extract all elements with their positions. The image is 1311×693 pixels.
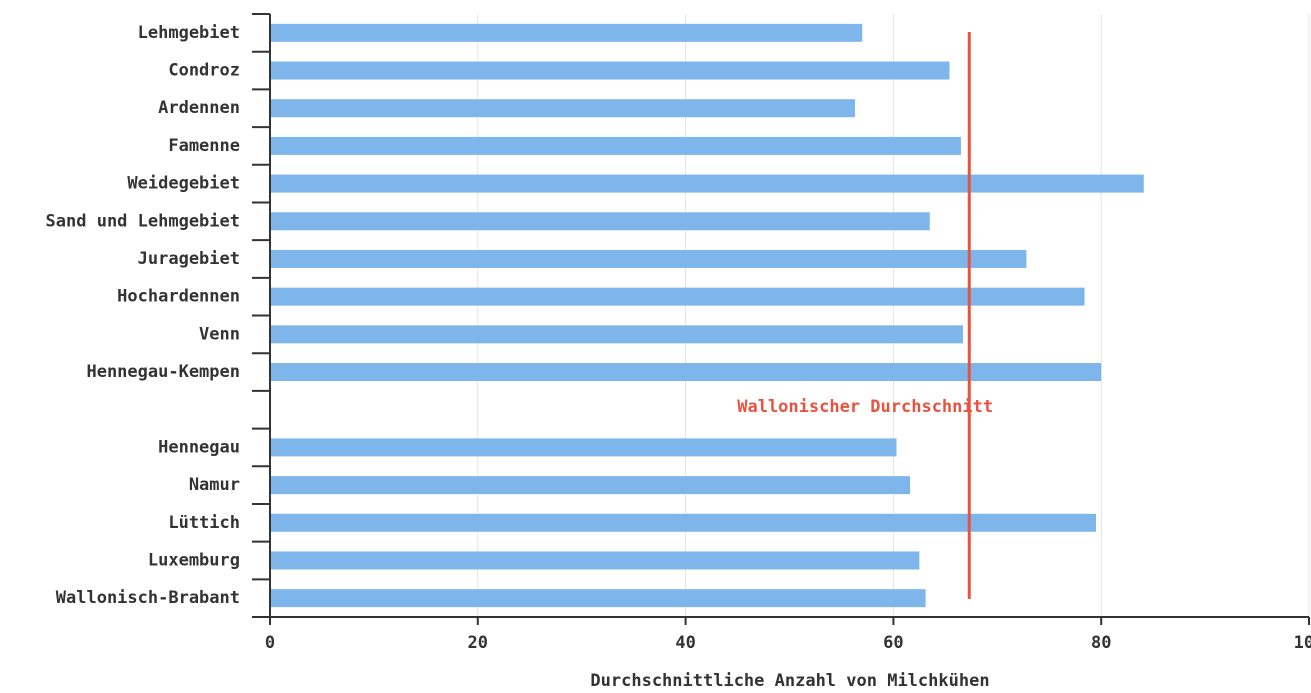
y-tick-label: Hennegau xyxy=(158,437,240,457)
bar xyxy=(270,513,1097,532)
bar xyxy=(270,61,950,80)
y-tick-label: Weidegebiet xyxy=(127,174,240,194)
reference-label: Wallonischer Durchschnitt xyxy=(737,397,993,417)
bar xyxy=(270,325,964,344)
x-tick-label: 60 xyxy=(883,633,903,653)
y-tick-label: Hochardennen xyxy=(117,287,240,307)
y-tick-label: Luxemburg xyxy=(148,550,240,570)
bar xyxy=(270,136,961,155)
y-tick-label: Famenne xyxy=(168,136,240,156)
bar xyxy=(270,212,930,231)
x-tick-label: 100 xyxy=(1294,633,1311,653)
bar xyxy=(270,287,1085,306)
x-tick-label: 80 xyxy=(1091,633,1111,653)
bar xyxy=(270,476,911,495)
y-tick-label: Ardennen xyxy=(158,98,240,118)
bar xyxy=(270,551,920,570)
y-tick-label: Condroz xyxy=(168,61,240,81)
x-tick-label: 40 xyxy=(675,633,695,653)
x-tick-label: 0 xyxy=(265,633,275,653)
bar xyxy=(270,589,926,608)
bar xyxy=(270,174,1144,193)
y-tick-label: Hennegau-Kempen xyxy=(86,362,240,382)
bar xyxy=(270,249,1027,268)
y-tick-label: Juragebiet xyxy=(138,249,240,269)
y-tick-label: Namur xyxy=(189,475,240,495)
bar xyxy=(270,438,897,457)
y-tick-label: Sand und Lehmgebiet xyxy=(46,211,240,231)
x-axis-label: Durchschnittliche Anzahl von Milchkühen xyxy=(590,671,989,691)
y-tick-label: Wallonisch-Brabant xyxy=(56,588,240,608)
bar xyxy=(270,23,863,42)
bar xyxy=(270,363,1102,382)
bar xyxy=(270,99,855,118)
x-tick-label: 20 xyxy=(468,633,488,653)
y-tick-label: Venn xyxy=(199,324,240,344)
y-tick-label: Lüttich xyxy=(168,513,240,533)
y-tick-label: Lehmgebiet xyxy=(138,23,240,43)
